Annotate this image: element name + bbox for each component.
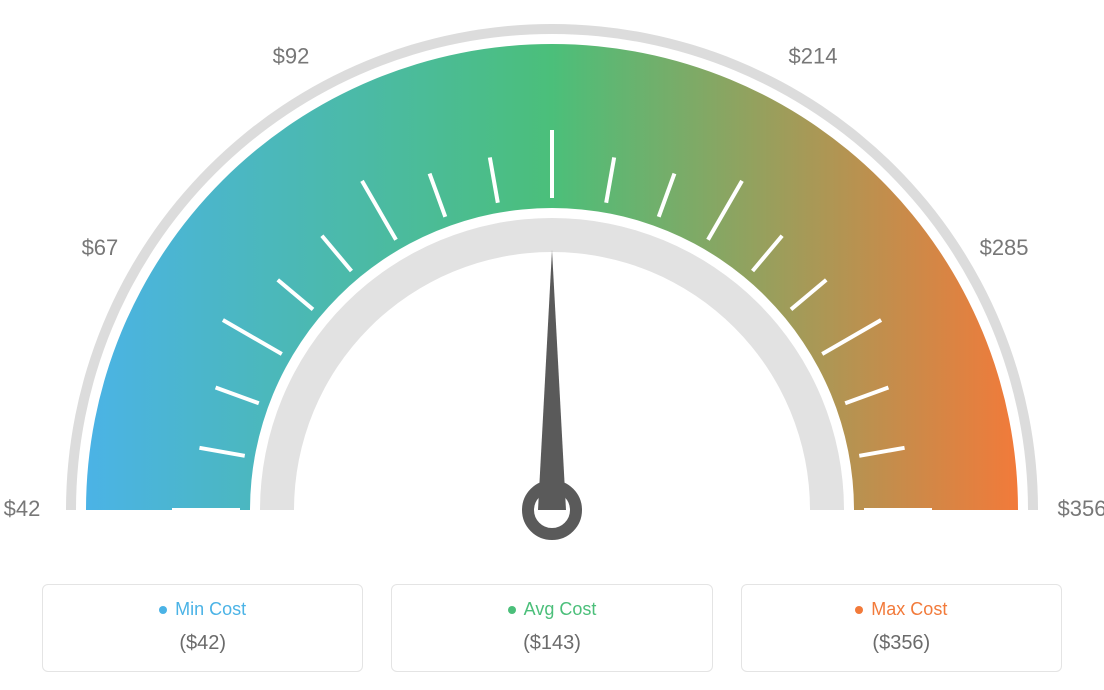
legend-dot-max bbox=[855, 606, 863, 614]
gauge-tick-label: $356 bbox=[1058, 496, 1104, 521]
gauge-tick-label: $214 bbox=[789, 44, 838, 69]
gauge-tick-label: $67 bbox=[82, 235, 119, 260]
gauge-tick-label: $285 bbox=[980, 235, 1029, 260]
legend-row: Min Cost ($42) Avg Cost ($143) Max Cost … bbox=[42, 584, 1062, 672]
legend-label-max: Max Cost bbox=[871, 599, 947, 620]
legend-value-min: ($42) bbox=[43, 632, 362, 655]
legend-dot-avg bbox=[508, 606, 516, 614]
legend-value-avg: ($143) bbox=[392, 632, 711, 655]
legend-label-avg: Avg Cost bbox=[524, 599, 597, 620]
gauge-needle bbox=[538, 250, 566, 510]
legend-dot-min bbox=[159, 606, 167, 614]
legend-value-max: ($356) bbox=[742, 632, 1061, 655]
gauge-tick-label: $92 bbox=[273, 44, 310, 69]
legend-card-avg: Avg Cost ($143) bbox=[391, 584, 712, 672]
legend-card-min: Min Cost ($42) bbox=[42, 584, 363, 672]
legend-card-max: Max Cost ($356) bbox=[741, 584, 1062, 672]
cost-gauge: $42$67$92$143$214$285$356 bbox=[0, 0, 1104, 560]
legend-label-min: Min Cost bbox=[175, 599, 246, 620]
gauge-tick-label: $42 bbox=[4, 496, 41, 521]
